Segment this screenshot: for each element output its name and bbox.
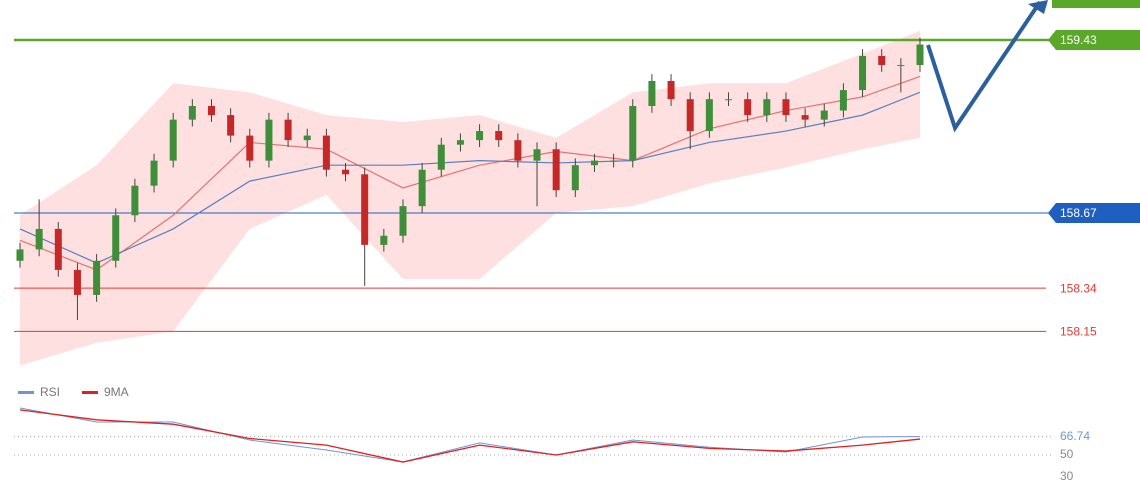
candle-body bbox=[782, 99, 790, 116]
candle-body bbox=[705, 99, 713, 132]
candle-body bbox=[571, 165, 579, 191]
level-label: 158.67 bbox=[1060, 206, 1097, 220]
legend-swatch bbox=[82, 391, 98, 394]
candle-body bbox=[533, 149, 541, 161]
candle-body bbox=[859, 55, 867, 91]
candle-body bbox=[456, 140, 464, 145]
candle-body bbox=[227, 115, 235, 136]
bollinger-band bbox=[20, 30, 920, 366]
price-panel: 159.43 158.67 158.34 158.15 bbox=[14, 29, 1140, 366]
candle-body bbox=[150, 160, 158, 186]
candle-body bbox=[361, 174, 369, 245]
y-tick-label: 50 bbox=[1060, 447, 1074, 461]
candle-body bbox=[648, 80, 656, 107]
rsi-line bbox=[19, 409, 921, 463]
candle-body bbox=[73, 269, 81, 295]
legend-swatch bbox=[18, 391, 34, 394]
candle-body bbox=[916, 44, 924, 66]
rsi-line bbox=[19, 407, 921, 463]
candle-body bbox=[35, 228, 43, 250]
candle-body bbox=[437, 144, 445, 170]
candle-body bbox=[169, 119, 177, 161]
legend-label: 9MA bbox=[104, 385, 129, 399]
candle-body bbox=[399, 206, 407, 236]
forecast-arrow bbox=[926, 0, 1042, 133]
level-label: 158.15 bbox=[1060, 325, 1097, 339]
candle-body bbox=[207, 106, 215, 116]
candle-body bbox=[246, 135, 254, 161]
candle-body bbox=[342, 169, 350, 175]
candle-body bbox=[303, 135, 311, 141]
candle-body bbox=[418, 169, 426, 207]
candle-body bbox=[725, 99, 733, 101]
moving-average bbox=[19, 91, 921, 264]
candle-body bbox=[667, 80, 675, 100]
candle-body bbox=[131, 185, 139, 216]
candle-body bbox=[897, 65, 905, 67]
candle-body bbox=[744, 99, 752, 116]
candle-body bbox=[322, 135, 330, 170]
candle-body bbox=[495, 131, 503, 141]
candle-body bbox=[476, 131, 484, 141]
candle-body bbox=[380, 235, 388, 245]
candle-body bbox=[820, 110, 828, 120]
candle-body bbox=[801, 115, 809, 120]
candle-body bbox=[763, 99, 771, 116]
candle-body bbox=[590, 160, 598, 166]
level-badge bbox=[1048, 202, 1140, 223]
candle-body bbox=[629, 106, 637, 161]
candle-body bbox=[514, 140, 522, 161]
level-label: 158.34 bbox=[1060, 281, 1097, 295]
level-label: 159.43 bbox=[1060, 33, 1097, 47]
candle-body bbox=[265, 119, 273, 161]
level-badge bbox=[1048, 29, 1140, 50]
candle-body bbox=[112, 215, 120, 261]
candle-body bbox=[93, 260, 101, 295]
candle-body bbox=[284, 119, 292, 141]
arrow-head bbox=[1028, 0, 1048, 14]
candle-body bbox=[839, 90, 847, 111]
legend-label: RSI bbox=[40, 385, 60, 399]
top-badge bbox=[1052, 0, 1140, 8]
last-value-label: 66.74 bbox=[1060, 429, 1090, 443]
candle-body bbox=[610, 160, 618, 162]
candle-body bbox=[686, 99, 694, 132]
candle-body bbox=[54, 228, 62, 270]
candle-body bbox=[16, 249, 24, 261]
candle-body bbox=[878, 55, 886, 66]
candle-body bbox=[188, 106, 196, 120]
rsi-panel: 30 50 66.74 RSI 9MA bbox=[14, 385, 1090, 483]
y-tick-label: 30 bbox=[1060, 469, 1074, 483]
candle-body bbox=[552, 149, 560, 191]
